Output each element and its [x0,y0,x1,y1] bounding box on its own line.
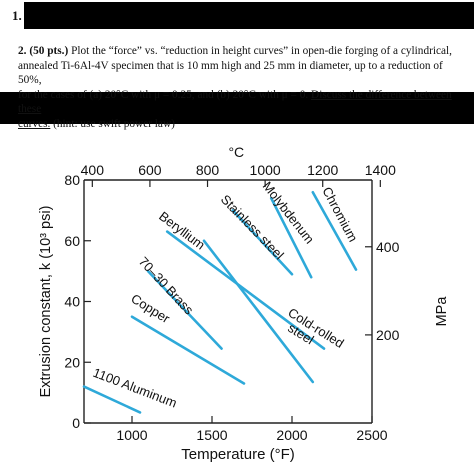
right-axis-label: MPa [434,296,450,327]
right-tick-label: 200 [376,327,400,343]
series-line-stainless-steel [231,209,294,276]
problem-statement: 2. (50 pts.) Plot the “force” vs. “reduc… [18,44,468,131]
x-tick-label: 1000 [116,427,147,443]
series-line-cold-rolled-steel [202,239,315,384]
x-tick-label: 2500 [356,427,387,443]
top-tick-label: 1400 [365,162,396,178]
redaction-bar-bottom [0,92,474,124]
problem-line-3-text: for the cases of (a) 20°C with μ = 0.25,… [18,88,312,101]
y-tick-label: 40 [64,294,80,310]
series-label-beryllium: Beryllium [156,208,208,252]
series-line-1100-aluminum [82,385,142,414]
top-tick-label: 1200 [307,162,338,178]
top-tick-label: 800 [196,162,220,178]
x-axis-label: Temperature (°F) [181,446,295,463]
problem-line-1: 2. (50 pts.) Plot the “force” vs. “reduc… [18,44,468,59]
problem-line-3: for the cases of (a) 20°C with μ = 0.25,… [18,88,468,117]
question-1-number: 1. [12,8,22,23]
series-line-beryllium [165,230,326,350]
top-tick-label: 400 [81,162,105,178]
problem-line-2: annealed Ti-6Al-4V specimen that is 10 m… [18,59,443,87]
series-label-1100-aluminum: 1100 Aluminum [91,365,179,411]
x-tick-label: 1500 [196,427,227,443]
series-line-molybdenum [269,196,313,279]
question-2-points: (50 pts.) [29,45,69,57]
question-2-number: 2. [18,45,27,57]
problem-discuss-underlined: Discuss the difference between these [18,88,452,116]
right-tick-label: 400 [376,239,400,255]
problem-line-4: curves. (hint: use swift power law) [18,117,468,132]
y-tick-label: 60 [64,233,80,249]
series-line-chromium [311,190,358,271]
y-tick-label: 0 [72,415,80,431]
chart-axes: 1000 1500 2000 2500 Temperature (°F) 0 20 40 60 8… [38,144,450,463]
problem-hint: (hint: use swift power law) [50,117,175,130]
chart-series [82,190,358,414]
top-axis-unit: °C [228,144,244,160]
series-line-70-30-brass [146,269,223,350]
top-tick-label: 1000 [250,162,281,178]
y-axis-label: Extrusion constant, k (10³ psi) [38,206,54,398]
y-tick-label: 20 [64,354,80,370]
extrusion-constant-chart: 1000 1500 2000 2500 Temperature (°F) 0 20 40 60 8… [38,144,450,463]
x-tick-label: 2000 [276,427,307,443]
problem-line-1-text: Plot the “force” vs. “reduction in heigh… [71,45,452,57]
problem-curves-underlined: curves. [18,117,51,130]
redaction-bar-top [24,2,474,29]
series-line-copper [130,315,246,385]
top-tick-label: 600 [138,162,162,178]
y-tick-label: 80 [64,172,80,188]
